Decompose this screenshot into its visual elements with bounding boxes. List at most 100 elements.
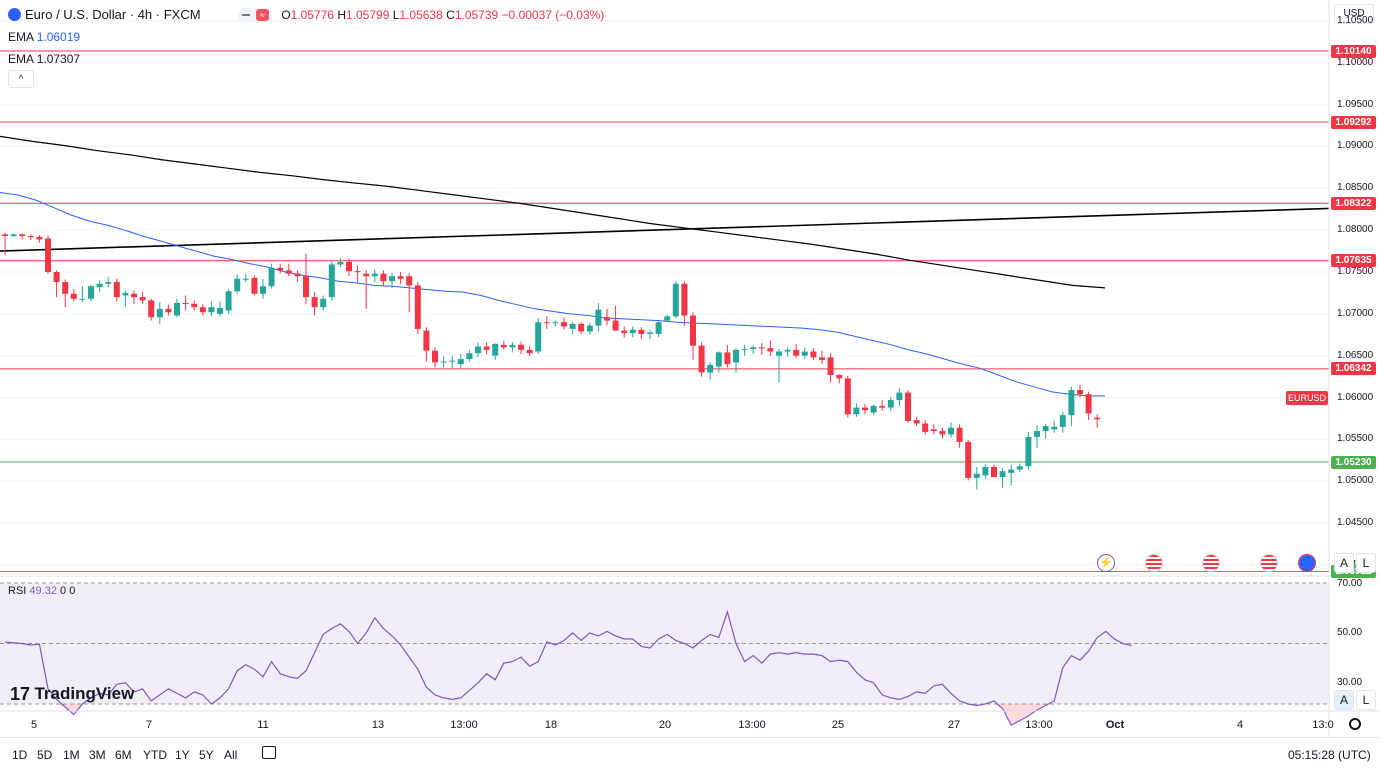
candle [174,298,180,318]
candle [956,424,963,448]
candle-body [836,374,843,379]
symbol-tag: EURUSD [1286,391,1328,405]
candle [2,232,8,256]
candle-body [492,343,499,356]
candle [982,464,989,479]
candle [182,295,189,311]
eu-flag-icon[interactable] [1298,554,1316,572]
range-button-1y[interactable]: 1Y [175,748,190,762]
range-button-1d[interactable]: 1D [12,748,28,762]
candle [810,348,817,360]
price-tick-label: 1.07000 [1337,307,1374,319]
candle-body [819,357,825,360]
candle-body [53,272,60,283]
candle-body [905,392,911,421]
candle-body [750,347,757,350]
candle-body [19,234,26,237]
candle [363,270,370,309]
log-scale-button[interactable]: L [1356,553,1376,573]
candle-body [991,467,997,478]
status-toggle[interactable]: ≈ [237,8,272,22]
range-button-ytd[interactable]: YTD [143,748,167,762]
candle-body [105,282,112,284]
candle [1077,385,1083,398]
candle [242,273,249,283]
candle [191,300,198,311]
currency-button[interactable]: USD [1334,4,1374,24]
candle [1016,463,1023,473]
candle [113,278,120,302]
candle-body [277,267,284,271]
rsi-legend[interactable]: RSI 49.32 0 0 [8,585,76,597]
us-flag-icon[interactable] [1145,554,1163,572]
candle-body [440,361,447,363]
range-button-5y[interactable]: 5Y [199,748,214,762]
candle-body [500,344,507,348]
candle [294,270,301,283]
candle [561,317,567,330]
candle-body [397,276,404,279]
candle-body [285,270,292,274]
ema-fast-legend[interactable]: EMA 1.06019 [8,30,81,44]
rsi-auto-scale-button[interactable]: A [1334,690,1354,710]
candle-body [535,322,542,352]
us-flag-icon[interactable] [1202,554,1220,572]
candle-body [354,271,361,273]
candle [1059,411,1066,433]
candle [905,390,911,423]
lightning-event-icon[interactable]: ⚡ [1097,554,1115,572]
candle [664,314,671,321]
time-tick-label: 20 [658,719,672,731]
candle-body [707,364,714,373]
date-range-calendar-icon[interactable] [262,746,276,759]
utc-clock[interactable]: 05:15:28 (UTC) [1288,748,1371,762]
us-flag-icon[interactable] [1260,554,1278,572]
range-button-5d[interactable]: 5D [37,748,53,762]
candle [733,348,739,373]
range-button-3m[interactable]: 3M [89,748,106,762]
candle [552,320,559,327]
candle-body [629,329,636,334]
auto-scale-button[interactable]: A [1334,553,1354,573]
candle [509,342,516,353]
range-button-all[interactable]: All [224,748,238,762]
time-tick-label: 18 [544,719,558,731]
time-tick-label: 11 [257,719,269,731]
candle-body [414,285,421,329]
time-tick-label: 25 [831,719,845,731]
candle [53,270,60,298]
candle-body [999,471,1006,478]
range-button-1m[interactable]: 1M [63,748,80,762]
candle [690,312,696,360]
candle-body [148,300,155,318]
candle [922,420,929,435]
candle [793,343,800,359]
price-tick-label: 1.06500 [1337,349,1374,361]
candle [475,342,481,358]
candle-body [862,407,868,411]
collapse-legend-button[interactable]: ^ [8,70,34,88]
trendline [0,207,1330,252]
candle-body [475,346,481,354]
globe-icon [8,8,21,21]
settings-gear-icon[interactable] [1349,718,1361,730]
candle-body [62,282,69,294]
range-button-6m[interactable]: 6M [115,748,132,762]
candle-body [664,316,671,321]
candle-body [965,441,972,478]
rsi-tick-50: 50.00 [1337,627,1363,638]
candle-body [612,320,619,331]
rsi-log-scale-button[interactable]: L [1356,690,1376,710]
candle-body [922,423,929,432]
price-tick-label: 1.04000 [1337,559,1373,570]
price-tick-label: 1.09000 [1337,140,1374,152]
ema-slow-legend[interactable]: EMA 1.07307 [8,52,81,66]
rsi-line [4,609,1132,726]
candle [303,253,309,304]
candle [70,288,77,302]
resistance-level-tag: 1.07635 [1331,254,1376,268]
candle-body [1025,436,1032,467]
candle [45,235,51,274]
symbol-legend: Euro / U.S. Dollar · 4h · FXCM ≈ O1.0577… [8,8,604,22]
